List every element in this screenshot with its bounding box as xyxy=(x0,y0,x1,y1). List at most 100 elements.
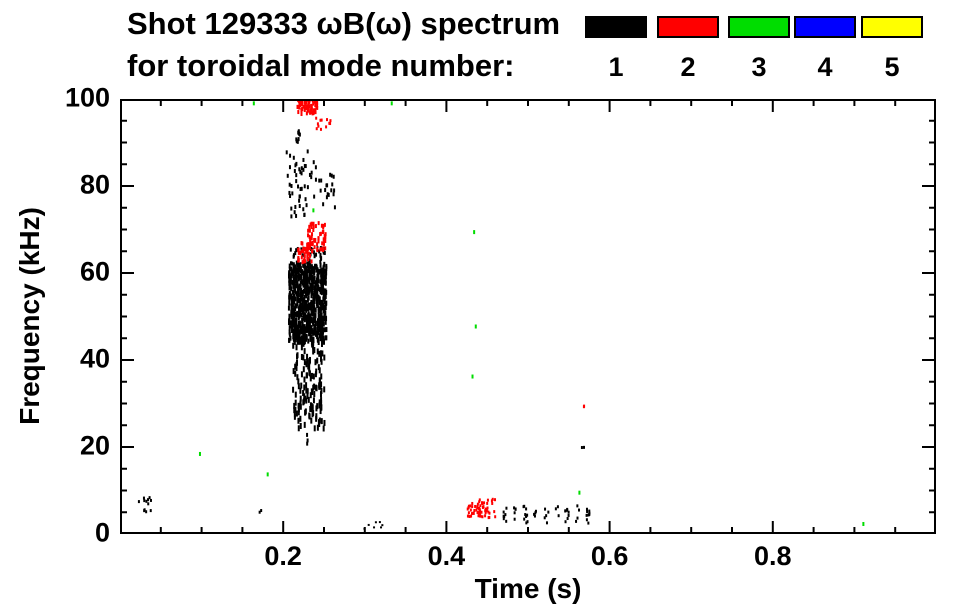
data-mark-n1 xyxy=(578,508,581,512)
data-mark-n2 xyxy=(302,246,305,251)
data-mark-n1 xyxy=(308,269,311,274)
data-mark-n2 xyxy=(320,247,323,252)
data-mark-n2 xyxy=(316,105,319,110)
data-mark-n1 xyxy=(310,388,313,395)
data-mark-n1 xyxy=(314,359,317,366)
data-mark-n1 xyxy=(302,297,305,303)
data-mark-n2 xyxy=(466,514,469,518)
data-mark-n1 xyxy=(147,502,150,506)
data-mark-n1 xyxy=(301,253,304,258)
data-mark-n2 xyxy=(469,504,472,508)
data-mark-n1 xyxy=(310,175,313,180)
data-point-n3 xyxy=(266,472,269,477)
data-mark-n1 xyxy=(299,395,302,402)
data-mark-n1 xyxy=(322,425,325,432)
data-mark-n1 xyxy=(309,336,312,342)
data-mark-n1 xyxy=(505,506,508,510)
data-mark-n1 xyxy=(294,334,297,340)
data-mark-n1 xyxy=(304,277,307,283)
data-mark-n1 xyxy=(310,264,313,269)
data-mark-n1 xyxy=(312,316,315,322)
data-mark-n1 xyxy=(525,507,528,511)
data-mark-n1 xyxy=(303,212,306,217)
data-mark-n1 xyxy=(297,378,300,385)
data-mark-n1 xyxy=(305,324,308,330)
data-mark-n1 xyxy=(294,406,297,413)
data-mark-n2 xyxy=(320,118,323,122)
data-mark-n2 xyxy=(476,506,479,510)
data-mark-n1 xyxy=(293,413,296,420)
data-mark-n1 xyxy=(292,289,295,295)
data-mark-n1 xyxy=(306,357,309,364)
data-mark-n1 xyxy=(286,173,289,178)
data-mark-n2 xyxy=(317,124,320,128)
data-mark-n1 xyxy=(305,273,308,278)
data-mark-n1 xyxy=(294,317,297,323)
data-mark-n1 xyxy=(533,512,536,516)
data-mark-n1 xyxy=(287,273,290,279)
data-mark-n1 xyxy=(300,353,303,360)
data-mark-n1 xyxy=(322,303,325,309)
data-mark-n2 xyxy=(322,241,325,246)
data-mark-n1 xyxy=(556,505,559,509)
data-mark-n1 xyxy=(305,291,308,297)
data-mark-n1 xyxy=(305,282,308,288)
data-mark-n1 xyxy=(290,269,293,275)
data-mark-n1 xyxy=(303,287,306,293)
data-mark-n1 xyxy=(301,280,304,286)
data-mark-n1 xyxy=(323,290,326,296)
x-tick-label: 0.8 xyxy=(754,541,792,571)
legend-mode-number-4: 4 xyxy=(817,52,833,82)
data-mark-n1 xyxy=(297,137,300,142)
data-mark-n2 xyxy=(475,508,478,512)
data-mark-n1 xyxy=(310,303,313,309)
data-mark-n1 xyxy=(306,441,309,446)
data-mark-n1 xyxy=(312,266,315,272)
data-mark-n1 xyxy=(304,312,307,318)
data-mark-n2 xyxy=(322,225,325,230)
data-mark-n1 xyxy=(309,405,312,412)
data-mark-n1 xyxy=(306,327,309,333)
data-mark-n1 xyxy=(303,376,306,383)
legend-swatch-5 xyxy=(861,16,923,38)
data-mark-n1 xyxy=(305,203,308,208)
data-mark-n1 xyxy=(303,348,306,355)
data-mark-n2 xyxy=(315,127,318,131)
data-mark-n1 xyxy=(314,307,317,313)
data-mark-n1 xyxy=(308,305,311,311)
data-mark-n1 xyxy=(309,325,312,331)
data-mark-n1 xyxy=(307,288,310,294)
data-mark-n1 xyxy=(310,417,313,424)
data-mark-n1 xyxy=(306,284,309,290)
data-mark-n1 xyxy=(292,263,295,268)
data-mark-n1 xyxy=(312,384,315,391)
data-mark-n1 xyxy=(525,514,528,518)
data-mark-n1 xyxy=(314,313,317,319)
data-mark-n1 xyxy=(295,410,298,417)
data-mark-n1 xyxy=(322,271,325,277)
data-mark-n2 xyxy=(312,101,315,106)
data-mark-n1 xyxy=(299,266,302,271)
data-mark-n1 xyxy=(145,499,148,503)
data-mark-n1 xyxy=(299,387,302,394)
data-mark-n1 xyxy=(304,304,307,310)
data-mark-n1 xyxy=(323,295,326,301)
data-mark-n2 xyxy=(300,249,303,254)
y-tick-label: 0 xyxy=(94,517,110,548)
data-mark-n2 xyxy=(307,106,310,111)
data-mark-n2 xyxy=(474,504,477,508)
data-mark-n1 xyxy=(288,190,291,195)
data-mark-n1 xyxy=(298,329,301,335)
data-mark-n1 xyxy=(502,517,505,521)
data-mark-n1 xyxy=(317,286,320,292)
data-mark-n1 xyxy=(299,285,302,291)
y-axis-title: Frequency (kHz) xyxy=(14,207,45,425)
data-mark-n1 xyxy=(300,344,303,351)
data-mark-n2 xyxy=(324,246,327,251)
data-mark-n2 xyxy=(297,247,300,252)
data-mark-n2 xyxy=(309,240,312,245)
data-point-n3 xyxy=(390,101,393,106)
data-mark-n2 xyxy=(299,251,302,256)
data-mark-n1 xyxy=(317,274,320,280)
data-mark-n1 xyxy=(292,334,295,340)
